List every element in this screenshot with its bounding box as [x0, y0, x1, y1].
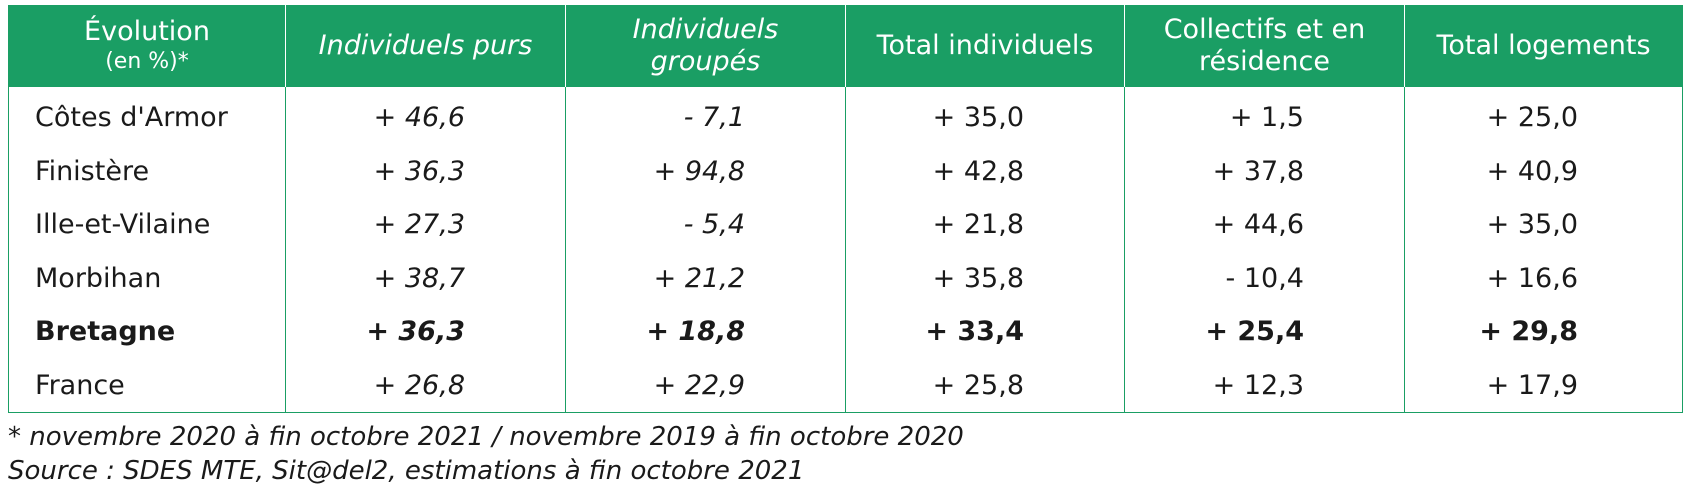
header-evolution: Évolution (en %)* — [8, 5, 286, 87]
cell-collectifs: - 10,4 — [1124, 251, 1405, 305]
cell-individuels-groupes: - 5,4 — [565, 198, 846, 252]
header-individuels-purs: Individuels purs — [285, 5, 566, 87]
header-total-logements-label: Total logements — [1436, 30, 1651, 61]
cell-total-individuels: + 35,8 — [845, 251, 1125, 305]
table-row-ille-et-vilaine: Ille-et-Vilaine + 27,3 - 5,4 + 21,8 + 44… — [8, 198, 1683, 252]
header-collectifs: Collectifs et en résidence — [1124, 5, 1405, 87]
row-label: Morbihan — [8, 251, 286, 305]
header-evolution-line2: (en %)* — [105, 49, 189, 74]
cell-collectifs: + 12,3 — [1124, 358, 1405, 413]
cell-total-individuels: + 33,4 — [845, 305, 1125, 359]
cell-total-logements: + 40,9 — [1404, 144, 1683, 198]
cell-total-individuels: + 21,8 — [845, 198, 1125, 252]
cell-individuels-purs: + 46,6 — [285, 87, 566, 145]
footnote: * novembre 2020 à fin octobre 2021 / nov… — [8, 422, 964, 452]
cell-total-logements: + 29,8 — [1404, 305, 1683, 359]
table-body: Côtes d'Armor + 46,6 - 7,1 + 35,0 + 1,5 … — [8, 87, 1683, 413]
header-individuels-groupes: Individuels groupés — [565, 5, 846, 87]
header-collectifs-line1: Collectifs et en — [1163, 14, 1366, 45]
cell-individuels-groupes: + 18,8 — [565, 305, 846, 359]
row-label: Côtes d'Armor — [8, 87, 286, 145]
cell-individuels-purs: + 36,3 — [285, 144, 566, 198]
cell-total-individuels: + 25,8 — [845, 358, 1125, 413]
header-individuels-groupes-line1: Individuels — [632, 14, 779, 45]
data-table-container: Évolution (en %)* Individuels purs Indiv… — [8, 5, 1683, 413]
table-row-morbihan: Morbihan + 38,7 + 21,2 + 35,8 - 10,4 + 1… — [8, 251, 1683, 305]
cell-collectifs: + 44,6 — [1124, 198, 1405, 252]
header-row: Évolution (en %)* Individuels purs Indiv… — [8, 5, 1683, 87]
cell-individuels-groupes: + 94,8 — [565, 144, 846, 198]
cell-individuels-groupes: - 7,1 — [565, 87, 846, 145]
cell-individuels-groupes: + 21,2 — [565, 251, 846, 305]
table-notes: * novembre 2020 à fin octobre 2021 / nov… — [8, 420, 964, 488]
cell-total-individuels: + 42,8 — [845, 144, 1125, 198]
cell-collectifs: + 1,5 — [1124, 87, 1405, 145]
header-individuels-purs-label: Individuels purs — [318, 30, 533, 61]
table-row-bretagne: Bretagne + 36,3 + 18,8 + 33,4 + 25,4 + 2… — [8, 305, 1683, 359]
cell-total-logements: + 35,0 — [1404, 198, 1683, 252]
row-label: France — [8, 358, 286, 413]
header-individuels-groupes-line2: groupés — [650, 46, 761, 77]
housing-evolution-table: Évolution (en %)* Individuels purs Indiv… — [8, 5, 1683, 413]
cell-individuels-purs: + 27,3 — [285, 198, 566, 252]
table-row-france: France + 26,8 + 22,9 + 25,8 + 12,3 + 17,… — [8, 358, 1683, 413]
header-total-individuels: Total individuels — [845, 5, 1125, 87]
cell-total-logements: + 17,9 — [1404, 358, 1683, 413]
header-total-logements: Total logements — [1404, 5, 1683, 87]
header-total-individuels-label: Total individuels — [876, 30, 1094, 61]
header-collectifs-line2: résidence — [1198, 46, 1330, 77]
cell-total-individuels: + 35,0 — [845, 87, 1125, 145]
table-row-finistere: Finistère + 36,3 + 94,8 + 42,8 + 37,8 + … — [8, 144, 1683, 198]
table-row-cotes-d-armor: Côtes d'Armor + 46,6 - 7,1 + 35,0 + 1,5 … — [8, 87, 1683, 145]
row-label: Bretagne — [8, 305, 286, 359]
header-evolution-line1: Évolution — [84, 16, 210, 47]
cell-total-logements: + 25,0 — [1404, 87, 1683, 145]
cell-individuels-purs: + 26,8 — [285, 358, 566, 413]
cell-individuels-purs: + 36,3 — [285, 305, 566, 359]
row-label: Ille-et-Vilaine — [8, 198, 286, 252]
cell-collectifs: + 25,4 — [1124, 305, 1405, 359]
cell-individuels-purs: + 38,7 — [285, 251, 566, 305]
row-label: Finistère — [8, 144, 286, 198]
source-note: Source : SDES MTE, Sit@del2, estimations… — [8, 456, 805, 486]
cell-collectifs: + 37,8 — [1124, 144, 1405, 198]
cell-individuels-groupes: + 22,9 — [565, 358, 846, 413]
table-header: Évolution (en %)* Individuels purs Indiv… — [8, 5, 1683, 87]
cell-total-logements: + 16,6 — [1404, 251, 1683, 305]
